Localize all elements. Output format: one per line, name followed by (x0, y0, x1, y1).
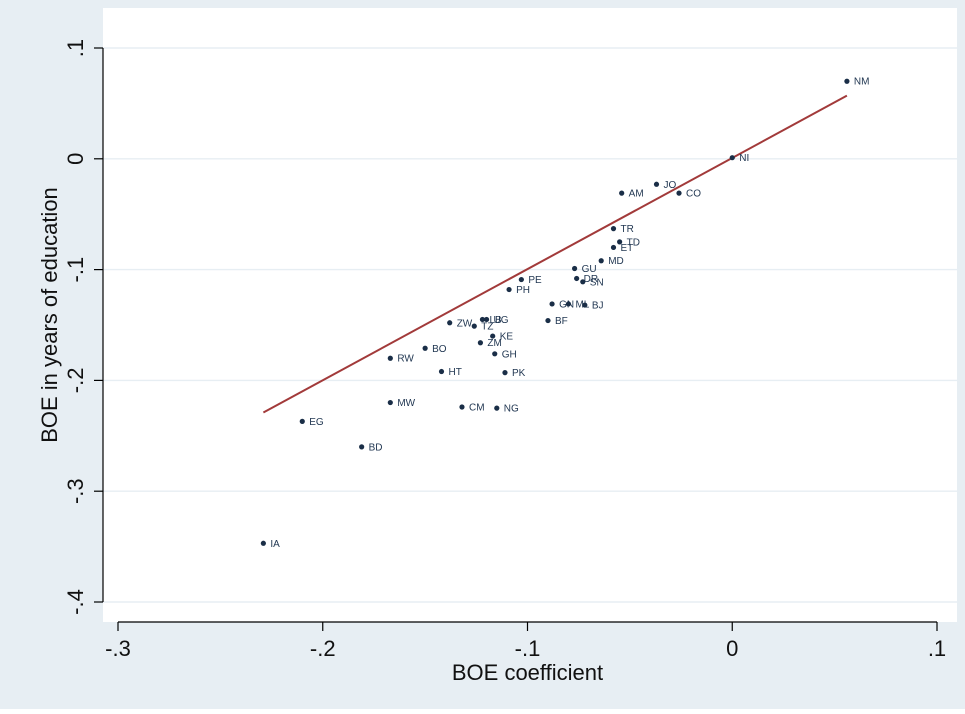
point-label-ia: IA (270, 539, 280, 550)
point-label-gu: GU (582, 264, 597, 275)
point-jo (653, 181, 660, 187)
point-label-ph: PH (516, 285, 530, 296)
point-ia (260, 540, 266, 546)
point-label-am: AM (629, 189, 644, 200)
x-tick-label-2: -.1 (515, 636, 541, 661)
x-tick-label-3: 0 (726, 636, 738, 661)
y-tick-label-0: -.4 (63, 589, 88, 615)
point-gh (492, 351, 498, 357)
point-zm (477, 340, 484, 346)
point-am (619, 190, 625, 196)
point-tz (471, 323, 477, 329)
point-label-dr: DR (584, 274, 598, 285)
point-bd (359, 444, 365, 450)
point-ni (729, 155, 735, 161)
point-pk (502, 370, 508, 376)
y-tick-label-2: -.2 (63, 368, 88, 394)
point-label-ht: HT (449, 367, 462, 378)
x-axis-title: BOE coefficient (452, 660, 603, 685)
y-ticks: -.4 -.3 -.2 -.1 0 .1 (63, 39, 103, 615)
point-tr (610, 226, 617, 232)
point-eg (299, 418, 305, 424)
point-label-et: ET (620, 243, 633, 254)
point-zw (447, 320, 453, 326)
grid-lines (103, 47, 957, 603)
point-et (610, 244, 617, 251)
point-cm (459, 404, 465, 410)
data-points: NMNIJOAMCOTRTDETMDGUDRSNPEPHGNMLBJBFLBUG… (260, 77, 870, 550)
point-co (676, 190, 682, 196)
point-label-bf: BF (555, 316, 568, 327)
point-label-eg: EG (309, 417, 324, 428)
point-ke (490, 333, 496, 339)
point-label-td: TD (627, 237, 640, 248)
point-label-ni: NI (739, 153, 749, 164)
point-label-gh: GH (502, 349, 517, 360)
point-label-pk: PK (512, 368, 526, 379)
point-ht (438, 368, 445, 375)
point-rw (387, 355, 393, 361)
y-tick-label-3: -.1 (63, 257, 88, 283)
x-ticks: -.3 -.2 -.1 0 .1 (105, 622, 946, 661)
point-lb (479, 316, 486, 323)
point-mw (387, 399, 393, 406)
point-label-ug: UG (494, 315, 509, 326)
point-sn (580, 279, 586, 285)
point-label-pe: PE (528, 275, 542, 286)
point-ml (565, 301, 572, 307)
point-label-ke: KE (500, 332, 514, 343)
point-label-co: CO (686, 189, 701, 200)
point-gn (549, 301, 555, 307)
point-nm (844, 78, 850, 84)
point-label-lb: LB (489, 315, 502, 326)
point-gu (571, 265, 578, 272)
point-ng (494, 405, 500, 411)
point-label-mw: MW (397, 398, 415, 409)
fit-line (262, 94, 848, 414)
y-axis-title: BOE in years of education (37, 187, 62, 443)
point-bj (582, 302, 588, 308)
x-tick-label-1: -.2 (310, 636, 336, 661)
plot-area (103, 8, 957, 622)
point-label-zw: ZW (457, 318, 473, 329)
point-label-sn: SN (590, 277, 604, 288)
point-bf (545, 317, 551, 324)
point-label-bj: BJ (592, 301, 604, 312)
point-label-rw: RW (397, 354, 414, 365)
point-md (598, 258, 604, 264)
point-ph (506, 286, 512, 293)
point-bo (422, 345, 428, 351)
y-tick-label-5: .1 (63, 39, 88, 57)
x-tick-label-4: .1 (928, 636, 946, 661)
x-tick-label-0: -.3 (105, 636, 131, 661)
point-label-ng: NG (504, 404, 519, 415)
point-dr (574, 275, 580, 282)
point-label-nm: NM (854, 77, 870, 88)
point-label-md: MD (608, 256, 624, 267)
point-label-tr: TR (620, 224, 633, 235)
point-label-zm: ZM (487, 338, 501, 349)
point-ug (483, 316, 490, 323)
point-label-tz: TZ (481, 322, 493, 333)
point-label-cm: CM (469, 402, 485, 413)
point-label-bd: BD (369, 442, 383, 453)
point-label-jo: JO (663, 180, 676, 191)
point-td (617, 239, 623, 245)
point-pe (518, 276, 524, 283)
y-tick-label-1: -.3 (63, 478, 88, 504)
y-tick-label-4: 0 (63, 153, 88, 165)
point-label-bo: BO (432, 344, 447, 355)
